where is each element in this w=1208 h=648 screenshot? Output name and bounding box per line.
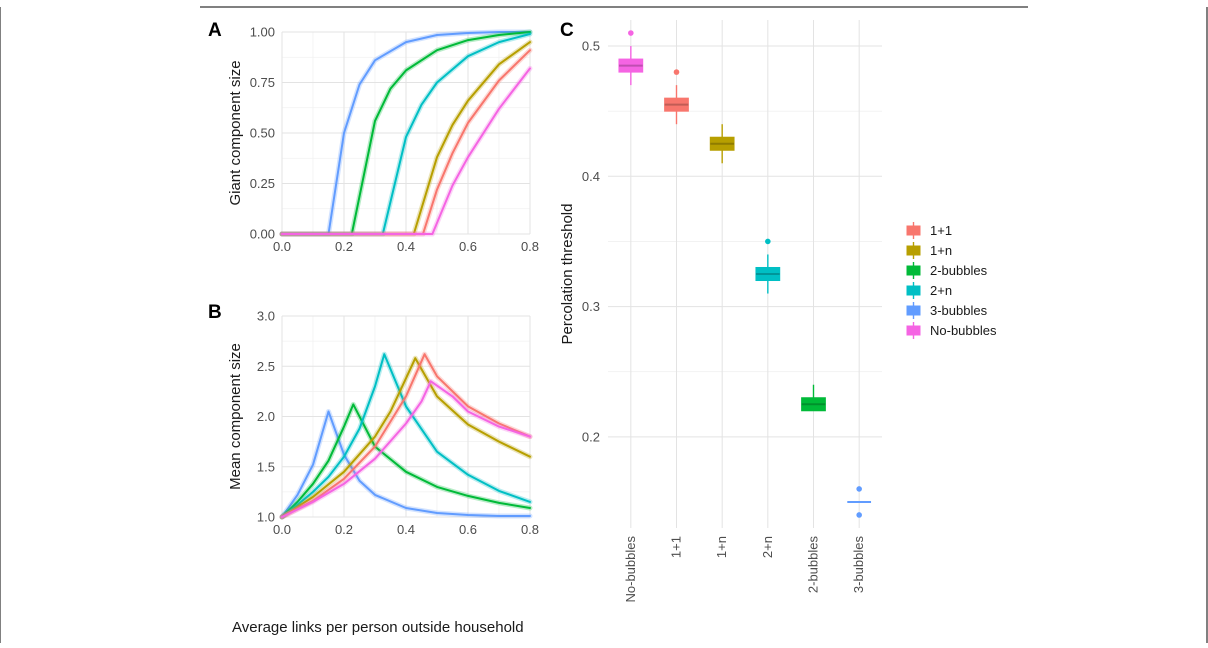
legend-label-3-bubbles: 3-bubbles: [930, 303, 988, 318]
panel-c-x-tick-label: 2+n: [760, 536, 775, 558]
panel-b: 0.0 0.2 0.4 0.6 0.8 1.0 1.5 2.0 2.5 3.0 Mean compo…: [227, 309, 539, 538]
panel-b-y-tick-label: 2.5: [257, 359, 275, 374]
panel-c-x-tick-label: 1+1: [669, 536, 684, 558]
panel-a-y-axis-label: Giant component size: [227, 60, 244, 205]
panel-c-y-tick-label: 0.5: [582, 39, 600, 54]
panel-b-series-line-1plus1: [281, 353, 531, 518]
panel-a-y-tick-label: 0.75: [250, 75, 275, 90]
legend-label-1plusn: 1+n: [930, 243, 952, 258]
panel-b-y-tick-label: 3.0: [257, 309, 275, 324]
panel-b-x-tick-label: 0.8: [521, 522, 539, 537]
panel-a-y-tick-label: 0.50: [250, 126, 275, 141]
panel-a-series-line-no-bubbles: [281, 67, 531, 235]
panel-c-outlier-1plus1: [673, 69, 680, 75]
panel-b-y-tick-label: 1.0: [257, 510, 275, 525]
panel-c-outlier-3-bubbles: [856, 486, 862, 492]
panel-a-y-tick-label: 0.25: [250, 176, 275, 191]
legend-label-2-bubbles: 2-bubbles: [930, 263, 988, 278]
panel-b-x-tick-label: 0.0: [273, 522, 291, 537]
shared-x-axis-label: Average links per person outside househo…: [232, 619, 524, 636]
panel-label-a: A: [208, 20, 222, 41]
panel-c-outlier-no-bubbles: [628, 30, 634, 36]
panel-b-x-tick-label: 0.4: [397, 522, 415, 537]
panel-c-x-tick-label: 3-bubbles: [851, 536, 866, 594]
legend-label-no-bubbles: No-bubbles: [930, 323, 997, 338]
panel-label-b: B: [208, 302, 222, 323]
legend-label-2plusn: 2+n: [930, 283, 952, 298]
panel-b-series-line-2-bubbles: [281, 403, 531, 518]
panel-a-y-tick-label: 1.00: [250, 25, 275, 40]
panel-a-x-tick-label: 0.8: [521, 239, 539, 254]
legend-label-1plus1: 1+1: [930, 223, 952, 238]
panel-b-x-tick-label: 0.6: [459, 522, 477, 537]
panel-a-series-line-2-bubbles: [281, 31, 531, 235]
panel-c-outlier-3-bubbles: [856, 512, 862, 518]
panel-c-outlier-2plusn: [765, 238, 771, 245]
panel-label-c: C: [560, 20, 574, 41]
panel-b-series-line-3-bubbles: [281, 410, 531, 518]
panel-b-y-axis-label: Mean component size: [227, 343, 244, 490]
legend: 1+1 1+n 2-bubbles 2+n 3-bubbles No-bubbles: [905, 222, 997, 339]
panel-c: 0.2 0.3 0.4 0.5 No-bubbles 1+1 1+n 2+n 2-bubbles…: [559, 20, 882, 603]
panel-c-y-tick-label: 0.3: [582, 299, 600, 314]
panel-b-series-line-1plusn: [281, 357, 531, 518]
panel-a-series-line-2plusn: [281, 33, 531, 235]
panel-c-x-tick-label: 2-bubbles: [806, 536, 821, 594]
panel-c-y-axis-label: Percolation threshold: [559, 204, 576, 345]
panel-c-x-tick-label: No-bubbles: [623, 536, 638, 603]
panel-c-y-tick-label: 0.4: [582, 169, 600, 184]
panel-b-y-tick-label: 1.5: [257, 459, 275, 474]
panel-b-y-tick-label: 2.0: [257, 409, 275, 424]
panel-b-series-line-no-bubbles: [281, 380, 531, 518]
panel-b-x-tick-label: 0.2: [335, 522, 353, 537]
panel-a-series-line-3-bubbles: [281, 31, 531, 235]
panel-a: 0.0 0.2 0.4 0.6 0.8 0.00 0.25 0.50 0.75 1.00 Giant…: [227, 25, 539, 255]
panel-a-x-tick-label: 0.6: [459, 239, 477, 254]
panel-c-x-tick-label: 1+n: [714, 536, 729, 558]
panel-a-x-tick-label: 0.2: [335, 239, 353, 254]
panel-a-x-tick-label: 0.0: [273, 239, 291, 254]
panel-a-x-tick-label: 0.4: [397, 239, 415, 254]
panel-c-y-tick-label: 0.2: [582, 429, 600, 444]
panel-b-series-line-2plusn: [281, 353, 531, 518]
panel-a-y-tick-label: 0.00: [250, 227, 275, 242]
